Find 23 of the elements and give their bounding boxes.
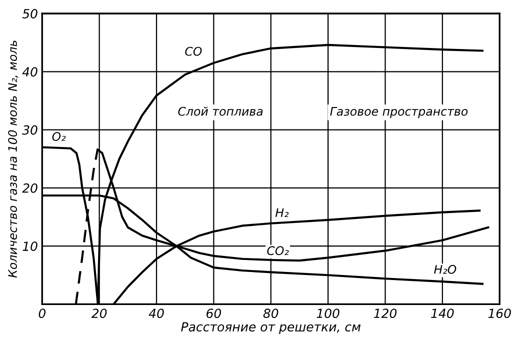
annotation: Слой топлива bbox=[178, 106, 263, 116]
annotation: Газовое пространство bbox=[330, 107, 468, 118]
y-tick-label: 30 bbox=[22, 125, 38, 135]
x-axis-title: Расстояние от решетки, см bbox=[181, 322, 361, 334]
x-tick-label: 0 bbox=[38, 308, 46, 318]
series-label: O₂ bbox=[52, 132, 66, 141]
x-tick-label: 20 bbox=[91, 308, 107, 318]
series-label: H₂O bbox=[434, 264, 456, 274]
x-tick-label: 40 bbox=[148, 308, 164, 318]
x-tick-label: 100 bbox=[316, 308, 340, 318]
y-tick-label: 10 bbox=[22, 242, 38, 251]
y-tick-label: 50 bbox=[22, 8, 38, 18]
x-tick-label: 60 bbox=[206, 308, 222, 318]
y-tick-label: 20 bbox=[22, 183, 38, 193]
y-axis-title: Количество газа на 100 моль N₂, моль bbox=[8, 40, 18, 278]
y-tick-label: 40 bbox=[22, 67, 38, 77]
x-tick-label: 140 bbox=[431, 308, 454, 318]
series-label: H₂ bbox=[276, 208, 289, 217]
x-tick-label: 160 bbox=[488, 308, 511, 318]
x-tick-label: 80 bbox=[263, 308, 278, 318]
series-label: CO bbox=[185, 46, 202, 56]
x-tick-label: 120 bbox=[374, 308, 397, 318]
series-label: CO₂ bbox=[267, 246, 289, 256]
